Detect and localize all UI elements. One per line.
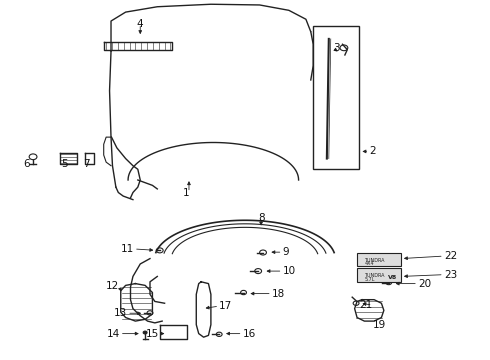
Text: 8: 8 xyxy=(258,212,265,222)
Text: 20: 20 xyxy=(418,279,431,289)
Bar xyxy=(313,26,360,169)
Text: 5.7L: 5.7L xyxy=(365,277,375,282)
Text: 23: 23 xyxy=(444,270,457,280)
Text: 2: 2 xyxy=(369,147,376,157)
Text: 5: 5 xyxy=(61,159,68,169)
Text: 18: 18 xyxy=(272,289,285,298)
Text: 13: 13 xyxy=(114,308,127,318)
Bar xyxy=(357,268,401,282)
Text: 17: 17 xyxy=(219,301,232,311)
Text: 1: 1 xyxy=(182,188,189,198)
Text: 15: 15 xyxy=(146,329,159,339)
Text: 6: 6 xyxy=(24,159,30,169)
Text: 12: 12 xyxy=(106,282,119,292)
Circle shape xyxy=(143,331,147,334)
Text: 16: 16 xyxy=(243,329,256,339)
Text: 4: 4 xyxy=(137,18,144,28)
Text: 7: 7 xyxy=(83,159,90,169)
Text: 21: 21 xyxy=(359,300,373,310)
Text: 19: 19 xyxy=(372,320,386,330)
Text: 22: 22 xyxy=(444,251,457,261)
Text: 9: 9 xyxy=(283,247,289,257)
Text: V8: V8 xyxy=(388,275,397,280)
Text: TUNDRA: TUNDRA xyxy=(365,258,385,263)
Text: 10: 10 xyxy=(283,266,295,276)
Text: 3: 3 xyxy=(333,43,339,53)
Text: TUNDRA: TUNDRA xyxy=(365,273,385,278)
Text: 14: 14 xyxy=(106,329,120,339)
Text: 11: 11 xyxy=(121,244,134,254)
Bar xyxy=(357,253,401,266)
Text: 4X4: 4X4 xyxy=(365,261,374,266)
